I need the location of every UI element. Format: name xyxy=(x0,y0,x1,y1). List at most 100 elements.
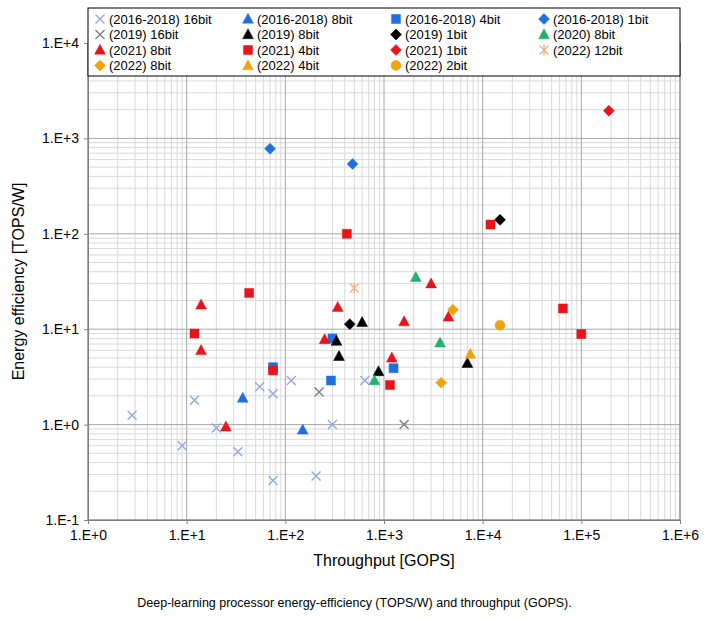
series xyxy=(331,317,473,376)
point xyxy=(334,350,345,360)
point xyxy=(389,364,398,373)
x-axis-title: Throughput [GOPS] xyxy=(313,552,454,569)
legend-label: (2020) 8bit xyxy=(553,27,616,42)
grid-line xyxy=(384,43,385,520)
legend-label: (2019) 1bit xyxy=(405,27,468,42)
legend-label: (2016-2018) 4bit xyxy=(405,12,501,27)
tick-label: 1.E+3 xyxy=(366,527,403,543)
series xyxy=(436,304,459,388)
point xyxy=(386,352,397,362)
minor-grid-line xyxy=(164,43,165,520)
point xyxy=(577,330,586,339)
legend-marker xyxy=(391,45,402,56)
point xyxy=(128,411,137,420)
caption: Deep-learning processor energy-efficienc… xyxy=(137,596,571,610)
tick: 1.E+4 xyxy=(465,520,502,543)
minor-grid-line xyxy=(559,43,560,520)
minor-grid-line xyxy=(374,43,375,520)
tick: 1.E+1 xyxy=(169,520,206,543)
minor-grid-line xyxy=(452,43,453,520)
point xyxy=(190,329,199,338)
point xyxy=(326,376,335,385)
minor-grid-line xyxy=(275,43,276,520)
tick: 1.E+5 xyxy=(563,520,600,543)
legend-marker xyxy=(95,60,106,71)
grid-line xyxy=(88,138,680,139)
point xyxy=(237,392,248,402)
point xyxy=(287,376,296,385)
tick-mark xyxy=(84,329,88,330)
point xyxy=(297,424,308,434)
point xyxy=(350,283,359,294)
point xyxy=(495,214,506,225)
minor-grid-line xyxy=(246,43,247,520)
tick: 1.E+6 xyxy=(662,520,699,543)
point xyxy=(255,382,264,391)
grid-line xyxy=(88,329,680,330)
minor-grid-line xyxy=(379,43,380,520)
tick-label: 1.E+4 xyxy=(465,527,502,543)
tick-label: 1.E+5 xyxy=(563,527,600,543)
series xyxy=(237,392,308,434)
series xyxy=(344,214,505,329)
point xyxy=(436,377,447,388)
legend-label: (2022) 4bit xyxy=(257,58,320,73)
minor-grid-line xyxy=(658,43,659,520)
tick: 1.E+2 xyxy=(267,520,304,543)
point xyxy=(435,337,446,347)
minor-grid-line xyxy=(280,43,281,520)
point xyxy=(342,229,351,238)
point xyxy=(399,316,410,326)
point xyxy=(212,424,221,433)
legend-marker xyxy=(96,30,105,39)
tick-mark xyxy=(285,520,286,524)
point xyxy=(332,301,343,311)
tick-label: 1.E+4 xyxy=(42,35,79,51)
series xyxy=(315,387,409,429)
grid-line xyxy=(482,43,483,520)
point xyxy=(373,366,384,376)
series xyxy=(128,376,370,485)
grid-line xyxy=(88,233,680,234)
y-axis-title: Energy efficiency [TOPS/W] xyxy=(10,183,27,381)
point xyxy=(495,320,505,330)
point xyxy=(319,334,330,344)
minor-grid-line xyxy=(551,43,552,520)
tick-mark xyxy=(187,520,188,524)
minor-grid-line xyxy=(478,43,479,520)
legend-marker xyxy=(540,45,549,56)
minor-grid-line xyxy=(255,43,256,520)
minor-grid-line xyxy=(171,43,172,520)
tick-label: 1.E+2 xyxy=(42,226,79,242)
minor-grid-line xyxy=(354,43,355,520)
minor-grid-line xyxy=(664,43,665,520)
series xyxy=(603,105,614,116)
point xyxy=(328,420,337,429)
legend-box xyxy=(88,8,680,76)
tick: 1.E+0 xyxy=(42,417,88,433)
point xyxy=(315,387,324,396)
point xyxy=(190,396,199,405)
point xyxy=(196,299,207,309)
minor-grid-line xyxy=(270,43,271,520)
tick: 1.E+1 xyxy=(42,321,88,337)
tick-mark xyxy=(581,520,582,524)
point xyxy=(465,348,476,358)
series xyxy=(369,271,445,384)
tick-mark xyxy=(84,138,88,139)
minor-grid-line xyxy=(147,43,148,520)
tick: 1.E+3 xyxy=(42,130,88,146)
point xyxy=(269,476,278,485)
legend-label: (2019) 8bit xyxy=(257,27,320,42)
point xyxy=(462,357,473,367)
minor-grid-line xyxy=(650,43,651,520)
minor-grid-line xyxy=(315,43,316,520)
legend-marker xyxy=(539,14,550,25)
point xyxy=(196,345,207,355)
point xyxy=(347,158,358,169)
plot-frame xyxy=(88,43,680,520)
point xyxy=(400,420,409,429)
series xyxy=(265,143,358,169)
legend-marker xyxy=(244,46,253,55)
legend: (2016-2018) 16bit(2016-2018) 8bit(2016-2… xyxy=(88,8,680,76)
